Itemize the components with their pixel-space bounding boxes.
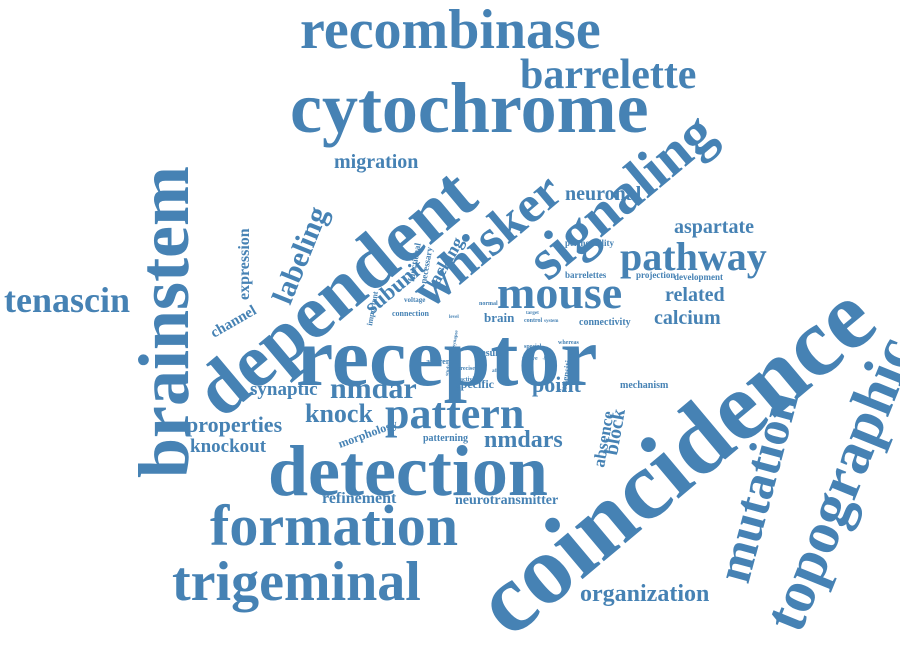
word: detection [268, 431, 548, 511]
word: trigeminal [172, 551, 421, 613]
word: pathway [620, 234, 767, 279]
word: synaptic [250, 379, 318, 400]
word: mouse [497, 267, 622, 318]
word: migration [334, 151, 418, 173]
word: mechanism [620, 380, 669, 391]
word: pattern [385, 389, 524, 438]
word: precise [457, 366, 475, 372]
word: related [665, 284, 725, 306]
word: afferent [426, 357, 453, 366]
word: neuronal [565, 183, 642, 205]
word: development [674, 272, 723, 282]
word: neurotransmitter [455, 493, 558, 508]
word: connection [392, 309, 429, 318]
word: synapse [452, 329, 460, 347]
word: study [445, 363, 452, 376]
word: whereas [558, 340, 580, 346]
word: cytochrome [290, 68, 649, 148]
word: projection [636, 270, 675, 280]
word: formation [210, 493, 458, 558]
word: input [543, 348, 550, 360]
word: result [477, 348, 502, 359]
word: barrelettes [565, 270, 607, 280]
word: control [524, 318, 543, 324]
word: properties [186, 412, 283, 437]
word: activity [460, 377, 479, 383]
word: voltage [404, 296, 425, 304]
word: receptor [296, 311, 598, 404]
word: normal [479, 301, 498, 307]
word: specific [456, 377, 495, 391]
word: affect [492, 369, 504, 374]
word: patterning [423, 433, 468, 444]
word: native [522, 356, 538, 362]
word: target [526, 311, 539, 316]
word: nmdars [484, 427, 563, 453]
word: nmdar [330, 372, 417, 405]
word: connectivity [579, 317, 631, 328]
word: system [544, 319, 559, 324]
word: organization [580, 581, 709, 607]
word: permeability [565, 238, 614, 248]
word: brain [484, 310, 515, 325]
word: knock [305, 399, 373, 428]
word: special [524, 344, 542, 350]
word: tenascin [4, 280, 130, 320]
word: knockout [190, 436, 267, 457]
word: aspartate [674, 216, 754, 238]
word: barrelette [520, 52, 696, 98]
word: point [532, 372, 582, 397]
word: refinement [322, 490, 397, 507]
word: brainstem [124, 166, 204, 478]
word: expression [236, 228, 253, 300]
word: recombinase [300, 0, 601, 61]
word: calcium [654, 307, 721, 329]
word: level [449, 315, 459, 320]
